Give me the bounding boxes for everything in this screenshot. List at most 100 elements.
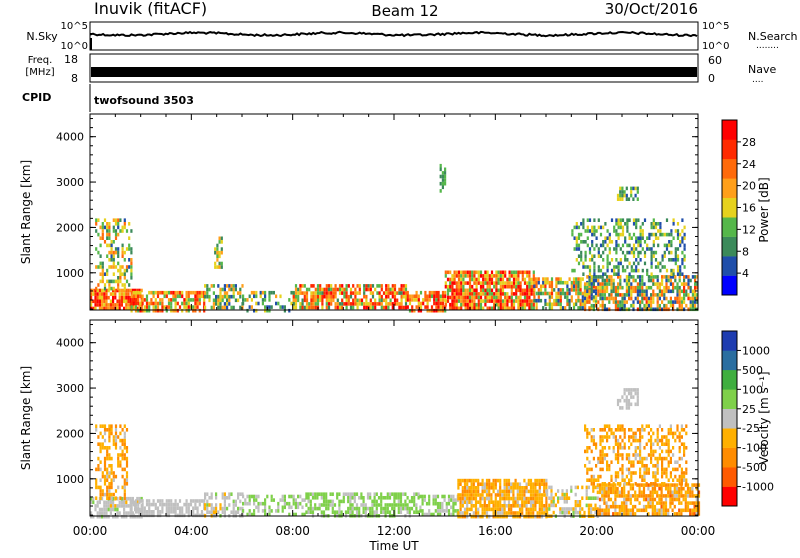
velocity-cell [514, 511, 517, 515]
velocity-cell [678, 464, 681, 468]
velocity-cell [597, 474, 600, 479]
power-cell [537, 280, 540, 285]
velocity-cell [192, 499, 195, 503]
velocity-cell [192, 513, 195, 518]
velocity-cell [248, 498, 251, 502]
power-cell [573, 225, 576, 230]
power-cell [599, 289, 602, 294]
velocity-cell [318, 492, 321, 496]
power-cell [120, 303, 123, 307]
power-cell [577, 306, 580, 310]
power-cell [398, 305, 401, 310]
power-cell [617, 303, 620, 308]
power-cell [636, 293, 639, 297]
velocity-cell [685, 471, 688, 475]
power-cell [457, 288, 461, 293]
power-cell [610, 293, 613, 297]
power-cell [506, 281, 509, 285]
power-cell [101, 261, 104, 266]
velocity-cell [355, 506, 359, 511]
nsky-line [90, 30, 698, 38]
velocity-cell [596, 496, 599, 500]
power-cell [92, 299, 95, 304]
velocity-cell [121, 467, 124, 472]
power-cell [424, 294, 427, 299]
power-cell [501, 299, 505, 303]
power-cell [130, 268, 133, 273]
velocity-cell [123, 485, 126, 490]
power-cell [674, 247, 677, 251]
velocity-cell [512, 511, 515, 515]
power-cell [601, 307, 604, 312]
power-cell [577, 284, 580, 289]
velocity-cell [125, 504, 128, 508]
power-cell [639, 307, 642, 312]
power-cell [592, 303, 595, 308]
velocity-cell [636, 398, 639, 403]
power-cell [327, 284, 331, 288]
power-cell [404, 294, 408, 299]
power-cell [217, 284, 220, 288]
power-cell [228, 302, 231, 306]
velocity-cell [459, 482, 462, 486]
velocity-cell [132, 513, 135, 518]
velocity-cell [621, 467, 624, 472]
velocity-cell [393, 506, 396, 511]
velocity-cell [587, 485, 590, 490]
velocity-cell [108, 464, 111, 468]
velocity-cell [619, 467, 622, 472]
power-cell [264, 290, 267, 295]
velocity-cell [320, 510, 323, 514]
velocity-cell [292, 498, 295, 502]
velocity-cell [685, 467, 688, 472]
velocity-cell [108, 474, 111, 479]
power-cell [632, 232, 636, 237]
velocity-cell [638, 494, 641, 498]
power-cell [674, 258, 677, 262]
power-cell [181, 294, 184, 299]
velocity-cell [178, 506, 182, 510]
velocity-cell [99, 496, 102, 500]
power-cell [206, 294, 209, 299]
power-cell [338, 284, 342, 288]
power-cell [117, 250, 120, 255]
power-cell [561, 288, 565, 292]
power-cell [380, 298, 383, 303]
power-cell [590, 282, 593, 286]
power-cell [241, 284, 244, 288]
power-cell [535, 298, 538, 303]
power-cell [647, 296, 650, 301]
velocity-cell [680, 435, 683, 439]
power-cell [680, 303, 683, 308]
velocity-cell [259, 501, 262, 506]
power-cell [95, 286, 98, 291]
velocity-cell [516, 493, 519, 497]
power-cell [118, 299, 121, 304]
power-cell [570, 288, 573, 292]
power-cell [479, 270, 483, 275]
velocity-cell [630, 471, 633, 475]
power-cell [283, 308, 286, 313]
velocity-cell [683, 474, 686, 479]
power-cell [595, 243, 598, 248]
velocity-cell [584, 449, 587, 454]
velocity-cell [536, 500, 539, 504]
power-cell [288, 308, 291, 313]
velocity-cell [518, 504, 522, 508]
power-cell [689, 278, 692, 283]
power-cell [234, 298, 237, 303]
velocity-cell [680, 512, 683, 516]
velocity-cell [550, 489, 553, 493]
power-cell [323, 294, 326, 299]
time-tick-label: 00:00 [73, 524, 108, 538]
power-cell [325, 284, 328, 288]
power-cell [212, 305, 215, 310]
velocity-cell [447, 509, 451, 513]
velocity-cell [579, 507, 582, 511]
power-cell [130, 305, 133, 309]
velocity-cell [623, 442, 626, 446]
velocity-cell [590, 478, 593, 482]
power-cell [101, 236, 104, 240]
velocity-cell [505, 514, 508, 519]
power-cell [636, 190, 639, 194]
